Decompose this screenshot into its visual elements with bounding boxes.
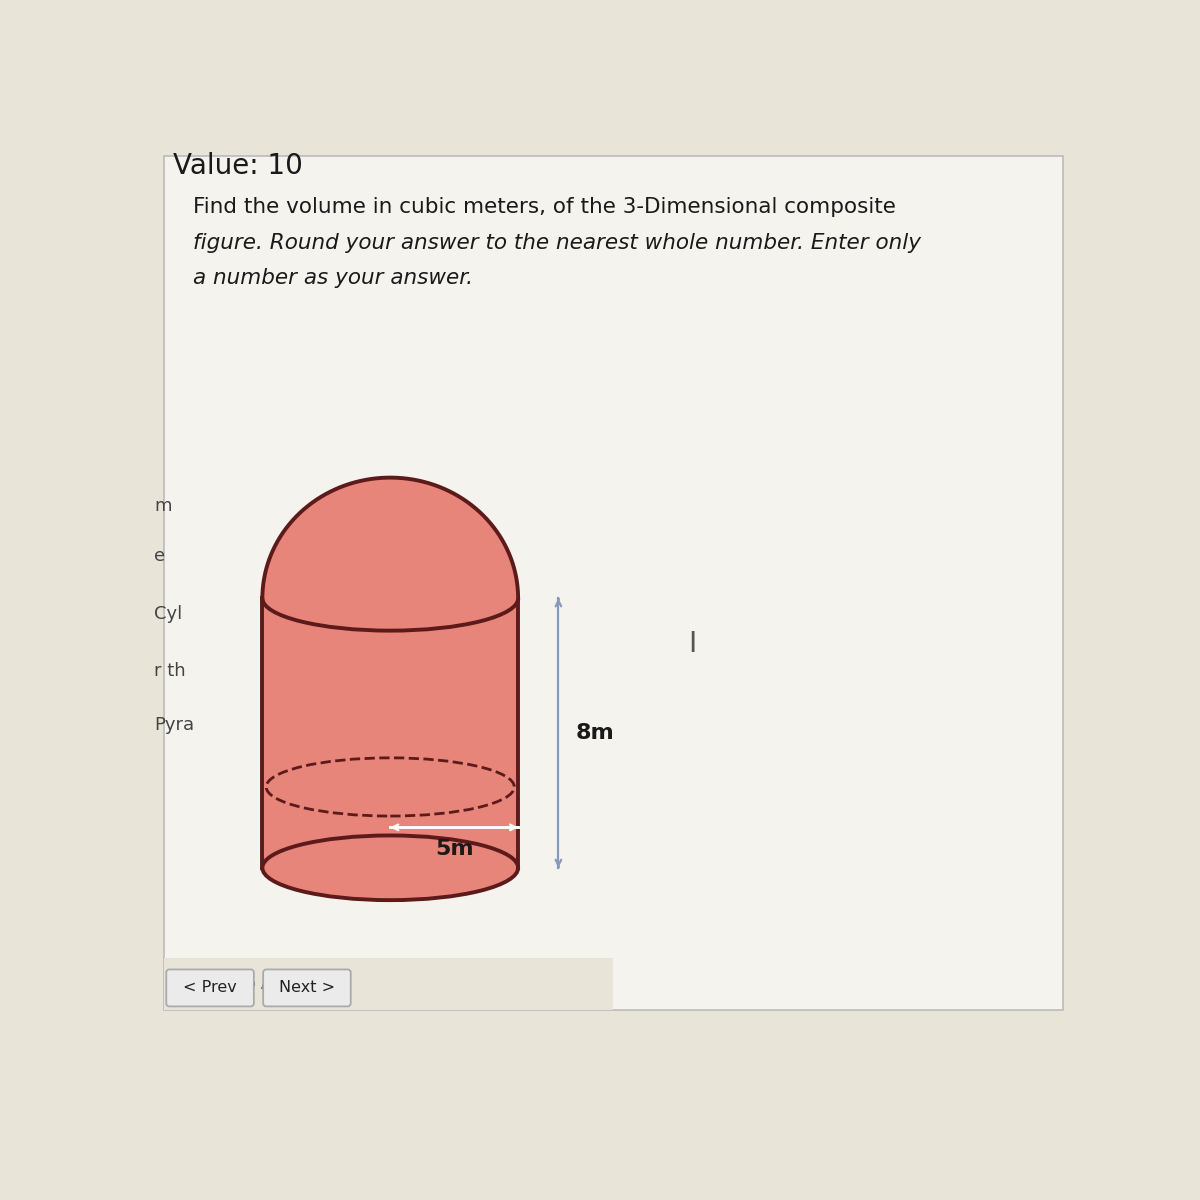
Text: Cyl: Cyl <box>154 605 182 623</box>
Text: Next >: Next > <box>278 980 335 996</box>
Text: # 5 / 8: # 5 / 8 <box>229 976 281 991</box>
Polygon shape <box>263 478 518 599</box>
Polygon shape <box>263 599 518 868</box>
Ellipse shape <box>263 835 518 900</box>
FancyBboxPatch shape <box>164 958 613 1010</box>
Text: I: I <box>689 630 697 659</box>
FancyBboxPatch shape <box>263 970 350 1007</box>
Text: Pyra: Pyra <box>154 716 194 734</box>
Text: Find the volume in cubic meters, of the 3-Dimensional composite: Find the volume in cubic meters, of the … <box>193 197 895 217</box>
Text: e: e <box>154 547 166 565</box>
Ellipse shape <box>263 566 518 631</box>
FancyBboxPatch shape <box>167 970 254 1007</box>
Text: 5m: 5m <box>434 839 474 859</box>
Text: r th: r th <box>154 662 186 680</box>
FancyBboxPatch shape <box>164 156 1063 1010</box>
Text: m: m <box>154 497 172 515</box>
Text: figure. Round your answer to the nearest whole number. Enter only: figure. Round your answer to the nearest… <box>193 233 920 252</box>
Text: a number as your answer.: a number as your answer. <box>193 268 473 288</box>
Text: Value: 10: Value: 10 <box>173 151 304 180</box>
Text: 8m: 8m <box>576 724 614 743</box>
Text: < Prev: < Prev <box>184 980 236 996</box>
